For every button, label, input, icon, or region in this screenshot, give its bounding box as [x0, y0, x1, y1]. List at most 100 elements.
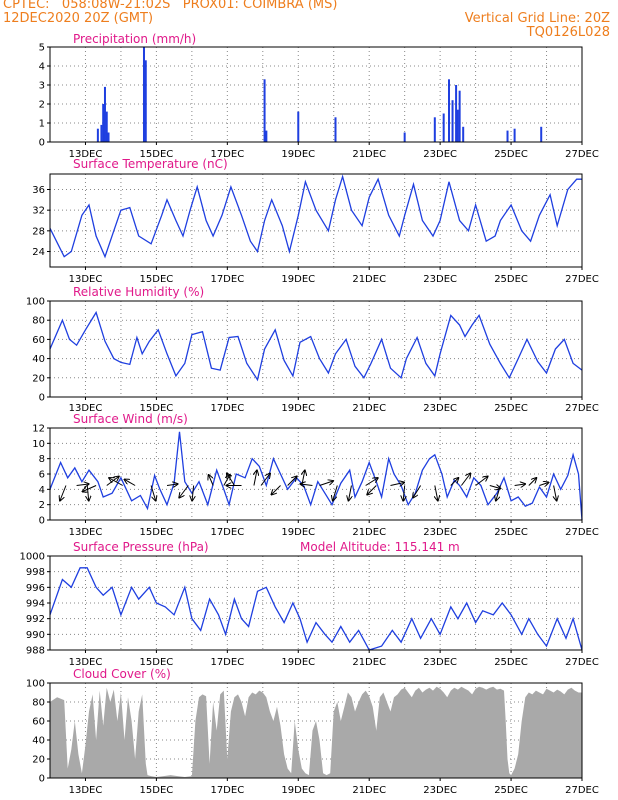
- precip-bar: [442, 113, 445, 142]
- x-tick-label: 17DEC: [210, 403, 244, 414]
- wind-arrow: [227, 474, 235, 486]
- x-tick-label: 27DEC: [565, 785, 599, 796]
- x-tick-label: 27DEC: [565, 149, 599, 160]
- y-tick-label: 998: [26, 567, 45, 578]
- precip-bar: [100, 124, 103, 142]
- wind-arrow: [150, 485, 156, 501]
- panel-title: Relative Humidity (%): [73, 285, 204, 299]
- x-tick-label: 15DEC: [140, 274, 174, 285]
- wind-arrow: [301, 484, 313, 486]
- wind-arrow: [179, 485, 189, 498]
- y-tick-label: 990: [26, 630, 45, 641]
- y-tick-label: 0: [39, 393, 45, 404]
- y-tick-label: 8: [39, 454, 45, 465]
- y-tick-label: 40: [32, 354, 45, 365]
- x-tick-label: 17DEC: [210, 527, 244, 538]
- x-tick-label: 19DEC: [281, 274, 315, 285]
- wind-arrow: [109, 478, 123, 486]
- y-tick-label: 3: [39, 81, 45, 92]
- x-tick-label: 17DEC: [210, 149, 244, 160]
- x-tick-label: 13DEC: [69, 274, 103, 285]
- x-tick-label: 21DEC: [352, 657, 386, 668]
- x-tick-label: 23DEC: [423, 785, 457, 796]
- panel-title: Surface Pressure (hPa): [73, 540, 209, 554]
- x-tick-label: 25DEC: [494, 403, 528, 414]
- wind-arrow: [403, 485, 404, 501]
- x-tick-label: 23DEC: [423, 274, 457, 285]
- y-tick-label: 100: [26, 297, 45, 308]
- panel-2: 24 28 32 36 13DEC 15DEC 17DEC 19DEC 21DEC 23DEC 25…: [32, 157, 599, 285]
- x-tick-label: 21DEC: [352, 403, 386, 414]
- x-tick-label: 17DEC: [210, 785, 244, 796]
- y-tick-label: 80: [32, 698, 45, 709]
- y-tick-label: 0: [39, 516, 45, 527]
- precip-bar: [456, 109, 459, 142]
- y-tick-label: 20: [32, 373, 45, 384]
- wind-arrow: [514, 484, 525, 486]
- x-tick-label: 15DEC: [140, 527, 174, 538]
- precip-bar: [513, 128, 516, 142]
- wind-arrow: [349, 485, 352, 501]
- x-tick-label: 25DEC: [494, 149, 528, 160]
- wind-arrow: [554, 485, 557, 501]
- series-line: [49, 431, 583, 521]
- precip-bar: [462, 126, 465, 142]
- cloud-area: [50, 686, 582, 778]
- y-tick-label: 4: [39, 485, 45, 496]
- y-tick-label: 10: [32, 439, 45, 450]
- y-tick-label: 12: [32, 424, 45, 435]
- y-tick-label: 28: [32, 226, 45, 237]
- panel-title: Surface Temperature (nC): [73, 157, 228, 171]
- panel-frame: [49, 682, 583, 779]
- y-tick-label: 2: [39, 100, 45, 111]
- x-tick-label: 19DEC: [281, 527, 315, 538]
- y-tick-label: 80: [32, 316, 45, 327]
- precip-bar: [448, 79, 450, 142]
- x-tick-label: 23DEC: [423, 527, 457, 538]
- panel-annotation: Model Altitude: 115.141 m: [300, 540, 460, 554]
- x-tick-label: 19DEC: [281, 149, 315, 160]
- precip-bar: [107, 132, 110, 142]
- y-tick-label: 60: [32, 335, 45, 346]
- x-tick-label: 23DEC: [423, 403, 457, 414]
- wind-arrow: [302, 471, 305, 486]
- wind-arrow: [496, 485, 501, 501]
- header-model-code: TQ0126L028: [526, 25, 610, 40]
- x-tick-label: 21DEC: [352, 527, 386, 538]
- series-line: [49, 567, 583, 651]
- wind-arrow: [390, 483, 404, 486]
- wind-arrow: [413, 485, 422, 498]
- x-tick-label: 13DEC: [69, 657, 103, 668]
- y-tick-label: 996: [26, 583, 45, 594]
- x-tick-label: 27DEC: [565, 274, 599, 285]
- precip-bar: [433, 117, 436, 142]
- y-tick-label: 0: [39, 774, 45, 785]
- wind-arrow: [489, 486, 501, 489]
- panel-frame: [49, 46, 583, 143]
- wind-arrow: [333, 485, 338, 501]
- wind-arrow: [461, 474, 470, 486]
- x-tick-label: 17DEC: [210, 274, 244, 285]
- x-tick-label: 19DEC: [281, 657, 315, 668]
- precip-bar: [334, 117, 337, 142]
- precip-bar: [403, 132, 406, 142]
- series-line: [49, 310, 583, 382]
- x-tick-label: 25DEC: [494, 785, 528, 796]
- wind-arrow: [450, 478, 459, 486]
- precip-bar: [455, 85, 458, 142]
- x-tick-label: 15DEC: [140, 785, 174, 796]
- wind-arrow: [87, 485, 88, 501]
- y-tick-label: 60: [32, 717, 45, 728]
- panel-title: Surface Wind (m/s): [73, 412, 188, 426]
- precip-bar: [506, 130, 509, 142]
- y-tick-label: 20: [32, 755, 45, 766]
- wind-arrow: [60, 485, 67, 501]
- panel-frame: [49, 173, 583, 268]
- y-tick-label: 994: [26, 599, 45, 610]
- precip-bar: [297, 111, 300, 142]
- x-tick-label: 19DEC: [281, 403, 315, 414]
- y-tick-label: 100: [26, 679, 45, 690]
- header-run-time: 12DEC2020 20Z (GMT): [3, 11, 154, 26]
- precip-bar: [96, 128, 99, 142]
